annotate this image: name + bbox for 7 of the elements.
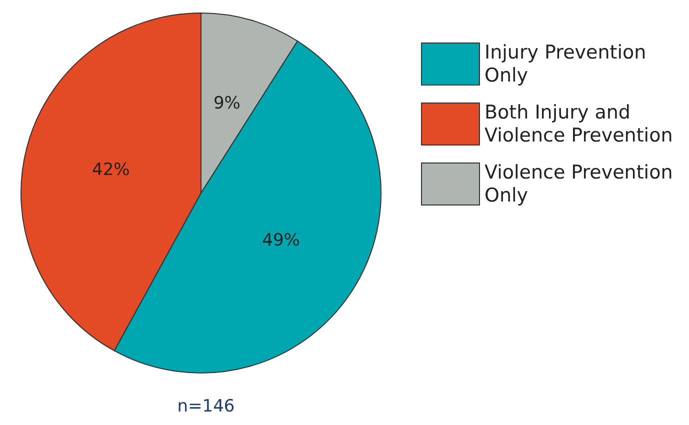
legend-label: Violence Prevention Only — [484, 162, 679, 206]
text: n=146 — [177, 396, 235, 416]
data-label: 9% — [213, 94, 240, 114]
legend-label: Injury Prevention Only — [484, 42, 652, 86]
data-label: 42% — [92, 160, 130, 180]
legend-label: Both Injury and Violence Prevention — [484, 102, 673, 146]
data-label: 49% — [262, 230, 300, 250]
